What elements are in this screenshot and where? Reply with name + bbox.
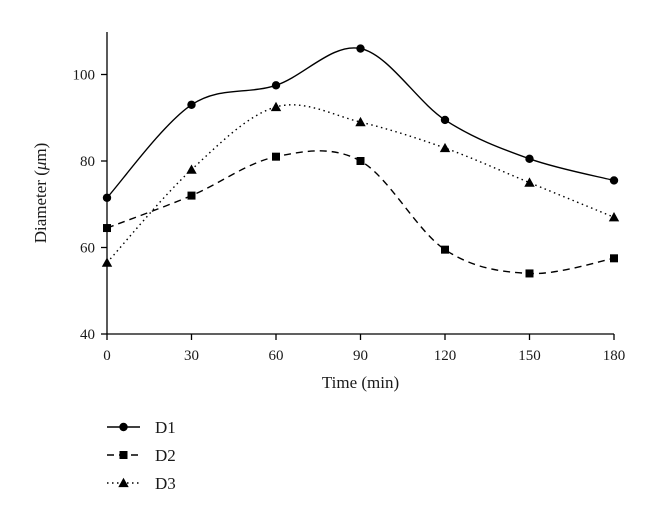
- series-layer: [101, 44, 620, 278]
- series-d2-line: [106, 150, 615, 275]
- x-axis-title: Time (min): [322, 373, 399, 392]
- legend-label: D1: [155, 418, 176, 437]
- x-tick-label: 60: [269, 348, 284, 364]
- legend-marker: [118, 477, 129, 488]
- series-d3: [101, 101, 620, 267]
- series-d3-point: [608, 212, 620, 222]
- series-d1-point: [609, 176, 619, 185]
- legend-label: D3: [155, 474, 176, 493]
- y-axis-title-prefix: Diameter (: [31, 170, 50, 243]
- series-d1-point: [271, 81, 281, 90]
- axes: 0 30 60 90 120 150 180 40 60 80 100: [73, 32, 626, 364]
- legend-marker: [119, 451, 128, 459]
- series-d2-point: [356, 157, 365, 165]
- series-d3-line: [106, 104, 615, 264]
- series-d1-point: [102, 193, 112, 202]
- legend-marker: [119, 422, 128, 432]
- y-axis-title-unit: μ: [31, 162, 50, 172]
- series-d1: [102, 44, 619, 202]
- y-tick-label: 60: [80, 241, 95, 257]
- x-tick-label: 120: [434, 348, 457, 364]
- y-axis-title: Diameter (μm): [31, 143, 50, 244]
- legend-item-d3: D3: [107, 474, 176, 493]
- series-d2-point: [441, 245, 449, 254]
- series-d3-point: [101, 257, 113, 267]
- series-d2-point: [525, 269, 534, 278]
- series-d2-point: [187, 191, 196, 200]
- x-tick-label: 150: [518, 348, 541, 364]
- series-d3-point: [270, 101, 282, 112]
- y-tick-label: 80: [80, 154, 95, 170]
- x-tick-label: 90: [353, 348, 368, 364]
- series-d3-point: [186, 164, 197, 174]
- series-d2: [103, 150, 618, 278]
- series-d3-point: [355, 116, 366, 127]
- series-d1-point: [440, 115, 450, 125]
- legend-label: D2: [155, 446, 176, 465]
- series-d1-point: [356, 44, 365, 53]
- x-tick-label: 0: [103, 348, 111, 364]
- x-tick-label: 180: [603, 348, 626, 364]
- series-d2-point: [103, 224, 111, 233]
- series-d2-point: [610, 254, 618, 263]
- legend: D1 D2 D3: [107, 418, 176, 493]
- series-d1-point: [525, 154, 534, 164]
- series-d1-point: [187, 100, 196, 109]
- series-d3-point: [439, 142, 451, 153]
- y-tick-label: 40: [80, 327, 95, 343]
- x-tick-label: 30: [184, 348, 199, 364]
- legend-item-d1: D1: [107, 418, 176, 437]
- series-d2-point: [272, 152, 280, 161]
- legend-item-d2: D2: [107, 446, 176, 465]
- y-tick-label: 100: [73, 68, 96, 84]
- series-d3-point: [524, 177, 535, 187]
- y-axis-title-suffix: m): [31, 143, 50, 162]
